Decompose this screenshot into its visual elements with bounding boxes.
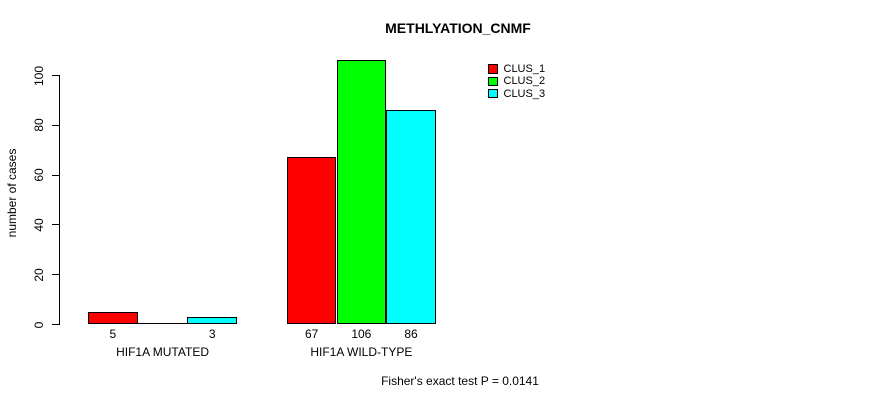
fisher-test-note: Fisher's exact test P = 0.0141 [381,374,539,388]
bar-value-label: 106 [351,327,372,341]
chart-title: METHLYATION_CNMF [385,20,531,36]
bar-value-label: 86 [404,327,418,341]
legend-item: CLUS_2 [488,75,545,87]
y-axis-tick [52,174,59,176]
bar-value-label: 5 [109,327,117,341]
legend-item: CLUS_1 [488,63,545,75]
y-axis-tick-label: 40 [32,218,46,232]
y-axis-label: number of cases [5,148,19,238]
legend-label: CLUS_2 [503,75,546,88]
y-axis-tick-label: 20 [32,268,46,282]
bar-clus_1-1 [88,311,138,324]
bar-clus_3-2 [386,109,436,324]
legend: CLUS_1 CLUS_2 CLUS_3 [488,63,545,100]
y-axis-tick-label: 80 [32,118,46,132]
y-axis-tick [52,224,59,226]
x-category-label: HIF1A MUTATED [116,345,209,359]
y-axis-tick [52,75,59,76]
bar-clus_2-2 [336,60,387,324]
y-axis-line [59,75,60,325]
legend-swatch-clus_2 [488,76,498,87]
y-axis-tick-label: 0 [32,321,46,328]
y-axis-tick [52,124,59,126]
y-axis-tick [52,324,59,325]
bar-clus_1-2 [286,157,337,324]
bar-clus_2-1-zero [137,323,188,324]
legend-label: CLUS_3 [503,87,546,100]
x-category-label: HIF1A WILD-TYPE [310,345,413,359]
bar-value-label: 3 [208,327,216,341]
legend-swatch-clus_3 [488,88,498,99]
bar-value-label: 67 [304,327,319,341]
y-axis-tick-label: 100 [32,65,46,86]
y-axis-tick-label: 60 [32,168,46,182]
legend-swatch-clus_1 [488,64,498,74]
legend-item: CLUS_3 [488,88,545,100]
bar-clus_3-1 [187,316,238,324]
y-axis-tick [52,274,59,276]
legend-label: CLUS_1 [503,63,546,75]
